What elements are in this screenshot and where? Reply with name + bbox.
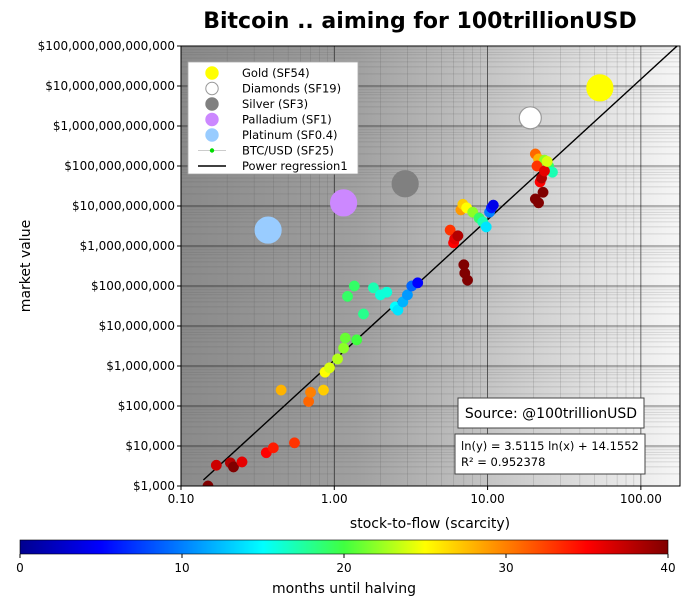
- legend-marker: [209, 148, 215, 153]
- btc-point: [324, 362, 335, 374]
- btc-point: [275, 384, 287, 396]
- commodity-point-silver: [391, 170, 419, 198]
- commodity-point-platinum: [254, 216, 282, 244]
- r-squared-text: R² = 0.952378: [461, 455, 545, 469]
- x-axis-label: stock-to-flow (scarcity): [350, 516, 510, 532]
- colorbar-label: months until halving: [272, 581, 416, 597]
- source-box: [457, 397, 645, 429]
- legend-marker: [205, 97, 219, 111]
- equation-annotation: ln(y) = 3.5115 ln(x) + 14.1552 R² = 0.95…: [454, 433, 646, 475]
- x-tick-label: 0.10: [168, 492, 195, 506]
- legend-marker: [205, 112, 219, 127]
- btc-point: [228, 461, 239, 473]
- legend-label: Gold (SF54): [242, 66, 310, 80]
- regression-line: [202, 46, 679, 481]
- btc-point: [338, 342, 350, 354]
- btc-point: [401, 289, 413, 301]
- y-tick-label: $10,000,000,000: [72, 199, 175, 213]
- btc-point: [332, 353, 343, 365]
- legend-label: Silver (SF3): [242, 97, 308, 111]
- y-tick-label: $1,000,000,000: [80, 239, 175, 253]
- x-axis: 0.10 1.00 10.00 100.00: [168, 486, 662, 506]
- legend-label: Palladium (SF1): [242, 113, 332, 127]
- btc-point: [480, 221, 492, 233]
- commodity-point-diamonds: [518, 106, 542, 130]
- colorbar-tick-label: 40: [660, 561, 675, 575]
- btc-point: [358, 308, 369, 320]
- btc-point: [537, 186, 549, 198]
- btc-point: [539, 165, 550, 177]
- btc-point: [533, 197, 544, 209]
- legend-label: Diamonds (SF19): [242, 82, 341, 96]
- source-annotation: Source: @100trillionUSD: [457, 397, 645, 429]
- y-tick-label: $1,000,000: [106, 359, 175, 373]
- plot-frame: [180, 45, 681, 487]
- y-tick-label: $100,000: [118, 399, 175, 413]
- colorbar-tick-label: 0: [16, 561, 24, 575]
- y-axis: $1,000 $10,000 $100,000 $1,000,000 $10,000,0…: [38, 39, 181, 493]
- btc-point: [339, 332, 351, 344]
- legend-marker: [205, 81, 219, 96]
- regression-layer: [202, 46, 679, 481]
- y-axis-label: market value: [18, 220, 34, 312]
- btc-points-layer: [202, 148, 558, 486]
- btc-point: [318, 384, 329, 396]
- colorbar-tick-label: 10: [174, 561, 189, 575]
- btc-point: [487, 199, 499, 211]
- equation-text: ln(y) = 3.5115 ln(x) + 14.1552: [461, 439, 639, 453]
- y-tick-label: $100,000,000,000: [64, 159, 175, 173]
- btc-point: [462, 274, 473, 286]
- colorbar: [19, 539, 669, 555]
- legend-label: Power regression1: [242, 159, 348, 173]
- y-tick-label: $100,000,000,000,000: [38, 39, 175, 53]
- legend-marker: [205, 66, 219, 80]
- btc-point: [381, 286, 393, 298]
- x-tick-label: 1.00: [321, 492, 348, 506]
- commodity-point-palladium: [329, 189, 358, 217]
- btc-point: [267, 442, 279, 454]
- equation-box: [454, 433, 646, 475]
- btc-point: [444, 224, 456, 236]
- btc-point: [348, 280, 360, 292]
- btc-point: [236, 456, 248, 468]
- btc-point: [305, 386, 316, 398]
- y-tick-label: $10,000: [125, 439, 175, 453]
- chart-title: Bitcoin .. aiming for 100trillionUSD: [203, 9, 637, 34]
- source-text: Source: @100trillionUSD: [465, 406, 637, 422]
- legend: Gold (SF54) Diamonds (SF19)Silver (SF3) Pa…: [187, 61, 359, 175]
- btc-point: [342, 290, 353, 302]
- y-tick-label: $100,000,000: [91, 279, 175, 293]
- btc-point: [452, 230, 464, 242]
- btc-point: [541, 155, 553, 167]
- legend-label: Platinum (SF0.4): [242, 128, 338, 142]
- commodity-points-layer: [254, 74, 614, 244]
- commodity-point-gold: [586, 74, 614, 102]
- y-tick-label: $1,000,000,000,000: [53, 119, 175, 133]
- y-tick-label: $1,000: [133, 479, 175, 493]
- btc-point: [367, 282, 379, 294]
- y-tick-label: $10,000,000: [99, 319, 175, 333]
- y-tick-label: $10,000,000,000,000: [45, 79, 175, 93]
- legend-label: BTC/USD (SF25): [242, 144, 334, 158]
- colorbar-ticks: 0 10 20 30 40: [16, 554, 676, 575]
- btc-point: [289, 437, 300, 449]
- btc-point: [392, 304, 404, 316]
- btc-point: [351, 334, 363, 346]
- x-tick-label: 10.00: [470, 492, 504, 506]
- btc-point: [210, 459, 222, 471]
- btc-point: [303, 395, 315, 407]
- colorbar-tick-label: 20: [336, 561, 351, 575]
- btc-point: [412, 277, 424, 289]
- x-tick-label: 100.00: [620, 492, 662, 506]
- legend-marker: [205, 128, 219, 142]
- colorbar-tick-label: 30: [498, 561, 513, 575]
